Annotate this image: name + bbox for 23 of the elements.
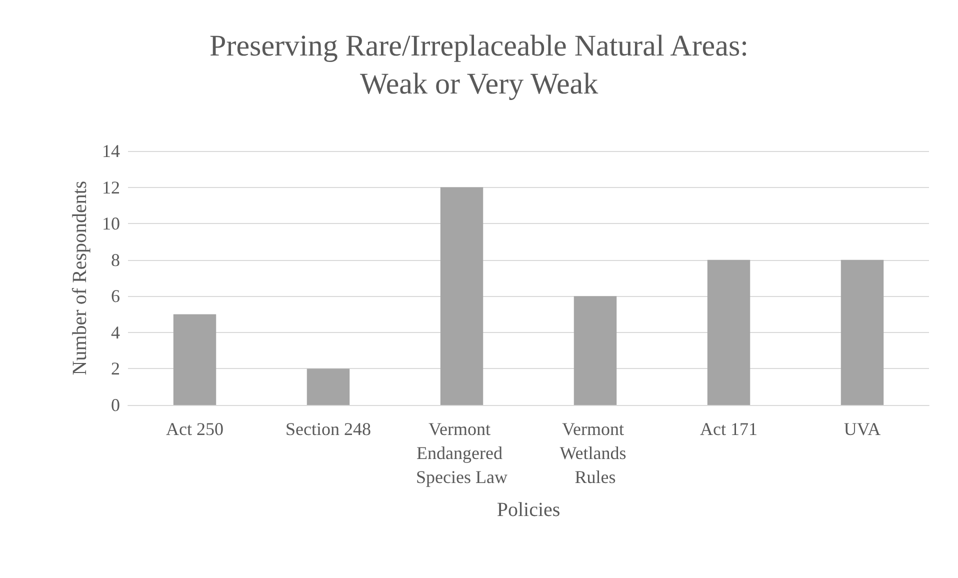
bar: [440, 187, 484, 405]
y-tick-label: 8: [111, 250, 120, 270]
y-tick-label: 14: [102, 141, 120, 161]
y-tick-label: 12: [102, 177, 120, 198]
bar: [306, 368, 350, 405]
y-tick-label: 4: [111, 322, 120, 342]
x-tick-label: UVA: [844, 419, 881, 439]
x-axis-title: Policies: [496, 499, 560, 521]
x-tick-label: Vermont Endangered Species Law: [416, 419, 508, 487]
y-tick-label: 0: [111, 395, 120, 415]
bar: [707, 260, 750, 405]
x-tick-label: Vermont Wetlands Rules: [560, 419, 631, 487]
y-tick-label: 10: [102, 214, 120, 234]
x-tick-label: Act 250: [166, 419, 224, 439]
chart-title: Preserving Rare/Irreplaceable Natural Areas: Weak or Very Weak: [210, 30, 748, 100]
y-axis-title: Number of Respondents: [69, 180, 91, 376]
y-tick-label: 6: [111, 286, 120, 306]
x-tick-label: Act 171: [700, 419, 758, 439]
y-tick-label: 2: [111, 358, 120, 379]
bar: [173, 314, 216, 405]
bar: [840, 260, 884, 405]
x-tick-label: Section 248: [286, 419, 371, 439]
bar: [574, 296, 617, 405]
